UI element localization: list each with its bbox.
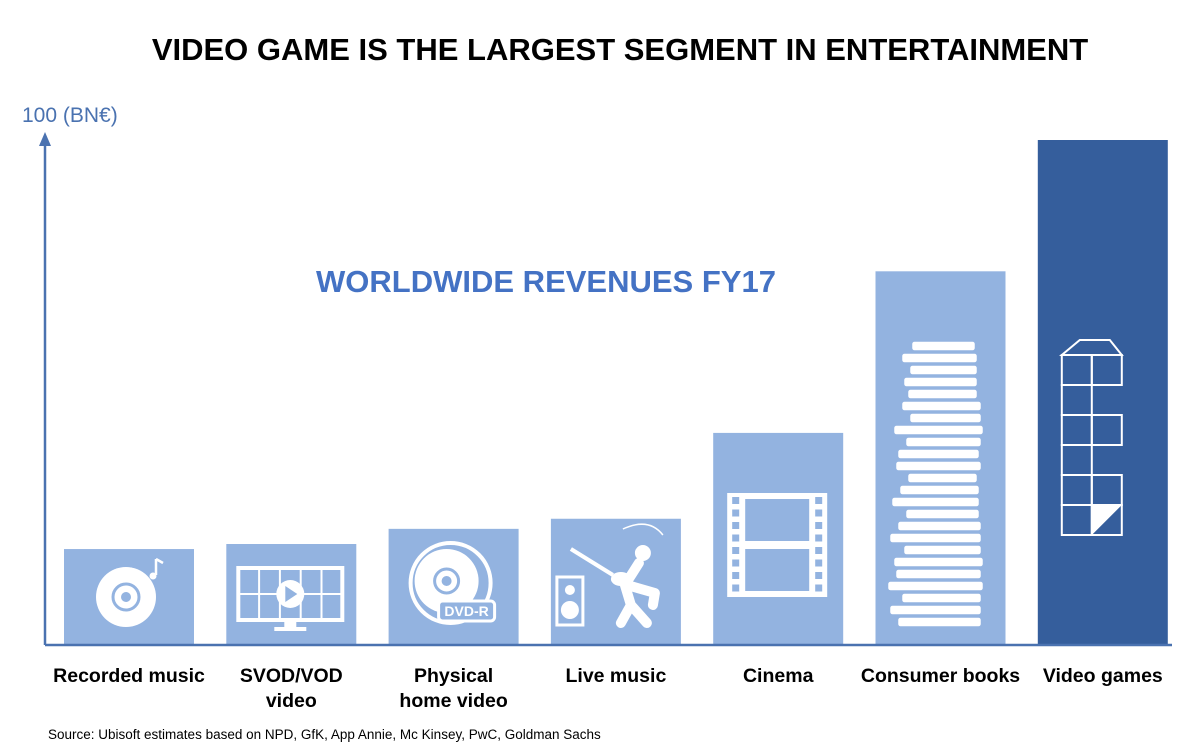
bar-icons: DVD-R (96, 339, 1124, 631)
category-label-line: SVOD/VOD (240, 665, 343, 687)
guitar-smash-icon (555, 523, 664, 628)
category-label-line: home video (399, 690, 507, 712)
category-labels: Recorded music SVOD/VOD video Physical home … (53, 665, 1163, 712)
tetris-block-icon (1059, 339, 1124, 536)
bars (64, 140, 1168, 645)
chart-title: VIDEO GAME IS THE LARGEST SEGMENT IN ENT… (152, 32, 1088, 67)
category-label-line: Video games (1043, 665, 1163, 687)
category-label: SVOD/VOD video (240, 665, 343, 712)
book-stack-icon (886, 340, 985, 628)
category-label: Cinema (743, 665, 814, 687)
category-label-line: Live music (566, 665, 667, 687)
category-label: Video games (1043, 665, 1163, 687)
category-label: Physical home video (399, 665, 507, 712)
svg-text:DVD-R: DVD-R (444, 603, 488, 619)
streaming-tv-icon (236, 566, 345, 631)
category-label: Live music (566, 665, 667, 687)
category-label: Recorded music (53, 665, 205, 687)
vinyl-record-icon (96, 557, 164, 627)
dvd-disc-icon: DVD-R (408, 541, 497, 625)
category-label-line: Recorded music (53, 665, 205, 687)
source-note: Source: Ubisoft estimates based on NPD, … (48, 727, 601, 742)
category-label-line: video (266, 690, 317, 712)
y-axis-arrow (39, 132, 51, 146)
axes (39, 132, 1172, 647)
category-label-line: Cinema (743, 665, 814, 687)
category-label-line: Consumer books (861, 665, 1020, 687)
y-axis-label: 100 (BN€) (22, 104, 118, 127)
category-label-line: Physical (414, 665, 493, 687)
bar-tetris-block (1037, 140, 1168, 645)
film-strip-icon (727, 493, 828, 597)
chart-subtitle: WORLDWIDE REVENUES FY17 (316, 264, 776, 299)
category-label: Consumer books (861, 665, 1020, 687)
